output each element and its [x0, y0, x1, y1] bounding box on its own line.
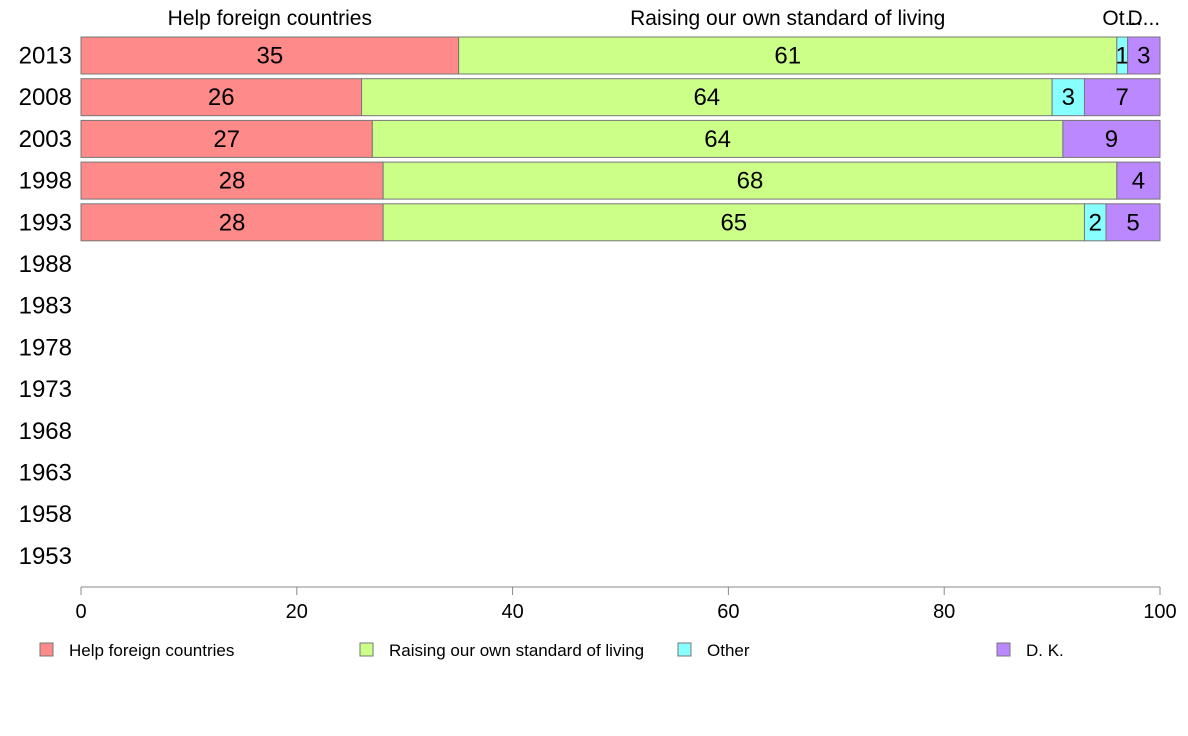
- y-tick-label: 1993: [19, 209, 72, 236]
- y-tick-label: 1998: [19, 168, 72, 195]
- data-label: 64: [704, 126, 731, 153]
- bar-segment: [371, 119, 1064, 158]
- legend-label: D. K.: [1026, 641, 1064, 660]
- bar-segment: [1105, 203, 1161, 242]
- y-tick-label: 2003: [19, 126, 72, 153]
- y-tick-label: 2008: [19, 84, 72, 111]
- data-label: 64: [693, 84, 720, 111]
- y-tick-label: 1988: [19, 251, 72, 278]
- bar-segment: [458, 36, 1118, 75]
- data-label: 28: [219, 209, 246, 236]
- x-axis: 0 20 40 60 80 100: [75, 586, 1177, 623]
- legend-label: Help foreign countries: [69, 641, 234, 660]
- bar-segment: [361, 78, 1053, 117]
- data-label: 3: [1062, 84, 1075, 111]
- y-tick-label: 1983: [19, 293, 72, 320]
- data-label: 27: [213, 126, 240, 153]
- legend-swatch: [39, 642, 54, 657]
- legend-swatch: [996, 642, 1011, 657]
- bar-segment: [80, 78, 363, 117]
- y-tick-label: 1973: [19, 376, 72, 403]
- data-label: 61: [774, 43, 801, 70]
- bar-segment: [1116, 161, 1161, 200]
- legend-swatch: [359, 642, 374, 657]
- data-label: 3: [1137, 43, 1150, 70]
- data-label: 4: [1132, 168, 1145, 195]
- series-top-label: Ot...: [1102, 7, 1142, 30]
- legend: Help foreign countries Raising our own st…: [39, 641, 1064, 660]
- bar-segment: [1062, 119, 1161, 158]
- bar-segment: [80, 161, 384, 200]
- bar-segment: [382, 203, 1085, 242]
- bar-segment: [80, 119, 373, 158]
- data-label: 35: [256, 43, 283, 70]
- y-tick-label: 1968: [19, 418, 72, 445]
- x-tick-label: 80: [933, 601, 955, 623]
- data-label: 26: [208, 84, 235, 111]
- y-tick-label: 2013: [19, 43, 72, 70]
- data-label: 7: [1116, 84, 1129, 111]
- data-label: 9: [1105, 126, 1118, 153]
- bar-segment: [382, 161, 1118, 200]
- data-label: 1: [1116, 43, 1129, 70]
- bar-segment: [80, 203, 384, 242]
- x-tick-label: 40: [501, 601, 523, 623]
- series-top-label: Raising our own standard of living: [630, 7, 945, 30]
- data-label: 2: [1089, 209, 1102, 236]
- legend-swatch: [677, 642, 692, 657]
- top-series-labels: Help foreign countries Raising our own st…: [168, 7, 1160, 30]
- series-top-label: D...: [1127, 7, 1160, 30]
- x-tick-label: 100: [1143, 601, 1176, 623]
- bar-segment: [1127, 36, 1161, 75]
- legend-label: Raising our own standard of living: [389, 641, 644, 660]
- y-tick-label: 1953: [19, 543, 72, 570]
- bar-segment: [1083, 78, 1161, 117]
- data-label: 65: [720, 209, 747, 236]
- series-top-label: Help foreign countries: [168, 7, 372, 30]
- bar-segment: [1051, 78, 1085, 117]
- y-axis-labels: 2013 2008 2003 1998 1993 1988 1983 1978 1973 1968…: [19, 43, 72, 570]
- x-tick-label: 60: [717, 601, 739, 623]
- y-tick-label: 1958: [19, 501, 72, 528]
- data-label: 5: [1126, 209, 1139, 236]
- data-label: 28: [219, 168, 246, 195]
- x-tick-label: 0: [75, 601, 86, 623]
- x-tick-label: 20: [286, 601, 308, 623]
- bars-group: 35 61 1 326 64 3 727 64 928 68 428 65 2 5: [80, 36, 1161, 242]
- legend-label: Other: [707, 641, 750, 660]
- y-tick-label: 1963: [19, 460, 72, 487]
- y-tick-label: 1978: [19, 334, 72, 361]
- data-label: 68: [737, 168, 764, 195]
